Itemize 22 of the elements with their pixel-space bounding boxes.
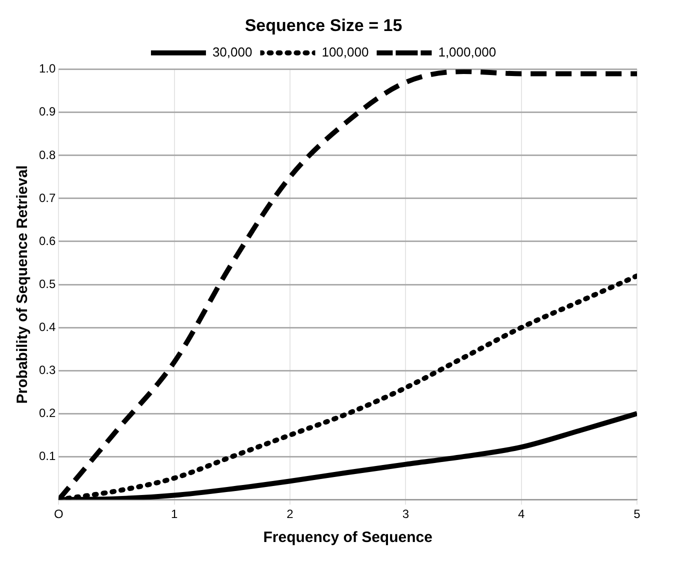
x-axis-title: Frequency of Sequence [263,529,432,546]
y-tick-label: 0.1 [38,448,56,463]
x-tick-label: 4 [518,507,525,522]
y-tick-label: 0.6 [38,234,56,248]
x-tick-label: 2 [286,507,294,522]
y-tick-label: 0.5 [38,276,56,291]
chart-title: Sequence Size = 15 [244,16,402,35]
y-tick-label: 0.7 [38,190,56,205]
legend-label: 100,000 [322,44,369,60]
y-tick-label: 0.4 [38,320,56,334]
legend-label: 1,000,000 [438,44,496,60]
y-tick-label: 0.3 [38,362,56,377]
x-tick-label: O [54,507,64,522]
x-tick-label: 5 [634,507,641,522]
y-tick-label: 0.2 [38,406,56,420]
x-tick-label: 1 [171,507,178,522]
y-tick-label: 1.0 [38,62,56,76]
legend-label: 30,000 [212,44,252,60]
y-tick-label: 0.8 [38,148,56,162]
x-tick-label: 3 [402,507,410,522]
y-tick-label: 0.9 [38,104,56,119]
y-axis-title: Probability of Sequence Retrieval [14,165,32,404]
